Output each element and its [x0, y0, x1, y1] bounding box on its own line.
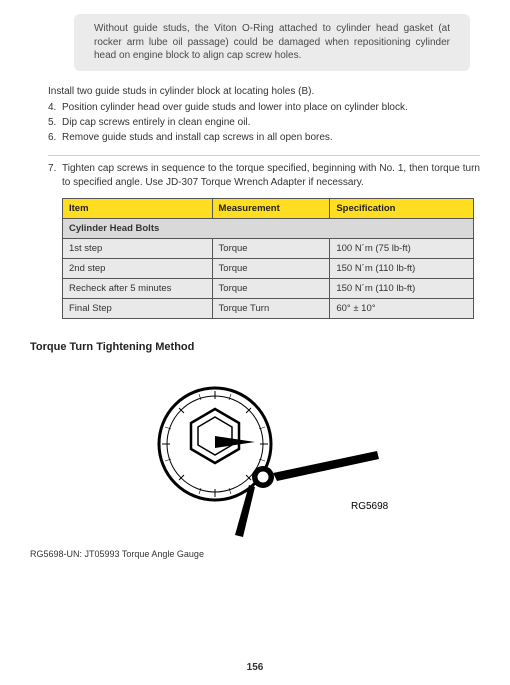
section-heading: Torque Turn Tightening Method	[30, 341, 480, 353]
caution-note: Without guide studs, the Viton O-Ring at…	[74, 14, 470, 71]
table-section-row: Cylinder Head Bolts	[63, 218, 474, 238]
step-number: 6.	[48, 131, 62, 145]
cell: Recheck after 5 minutes	[63, 278, 213, 298]
table-row: 1st step Torque 100 N´m (75 lb-ft)	[63, 238, 474, 258]
list-item: 7. Tighten cap screws in sequence to the…	[48, 162, 480, 190]
intro-paragraph: Install two guide studs in cylinder bloc…	[48, 85, 480, 99]
step-text: Dip cap screws entirely in clean engine …	[62, 116, 250, 130]
cell: Torque	[212, 258, 330, 278]
step-number: 5.	[48, 116, 62, 130]
list-item: 4. Position cylinder head over guide stu…	[48, 101, 480, 115]
cell: Torque Turn	[212, 298, 330, 318]
note-text: Without guide studs, the Viton O-Ring at…	[94, 23, 450, 61]
list-item: 6. Remove guide studs and install cap sc…	[48, 131, 480, 145]
cell: 100 N´m (75 lb-ft)	[330, 238, 474, 258]
spec-table: Item Measurement Specification Cylinder …	[62, 198, 474, 319]
cell: 60° ± 10°	[330, 298, 474, 318]
cell: 150 N´m (110 lb-ft)	[330, 258, 474, 278]
cell: 2nd step	[63, 258, 213, 278]
table-row: Recheck after 5 minutes Torque 150 N´m (…	[63, 278, 474, 298]
table-row: 2nd step Torque 150 N´m (110 lb-ft)	[63, 258, 474, 278]
cell: 150 N´m (110 lb-ft)	[330, 278, 474, 298]
table-header-row: Item Measurement Specification	[63, 198, 474, 218]
torque-gauge-icon: RG5698	[105, 369, 405, 539]
figure: RG5698 RG5698-UN: JT05993 Torque Angle G…	[30, 369, 480, 559]
step-text: Tighten cap screws in sequence to the to…	[62, 162, 480, 190]
steps-list: 4. Position cylinder head over guide stu…	[48, 101, 480, 145]
figure-label: RG5698	[351, 501, 389, 512]
list-item: 5. Dip cap screws entirely in clean engi…	[48, 116, 480, 130]
intro-text: Install two guide studs in cylinder bloc…	[48, 86, 314, 97]
step-number: 4.	[48, 101, 62, 115]
cell: Torque	[212, 278, 330, 298]
cell: Final Step	[63, 298, 213, 318]
cell: Torque	[212, 238, 330, 258]
step-number: 7.	[48, 162, 62, 190]
page-number: 156	[0, 662, 510, 673]
figure-caption: RG5698-UN: JT05993 Torque Angle Gauge	[30, 549, 480, 559]
col-header: Measurement	[212, 198, 330, 218]
table-row: Final Step Torque Turn 60° ± 10°	[63, 298, 474, 318]
col-header: Item	[63, 198, 213, 218]
step-text: Position cylinder head over guide studs …	[62, 101, 408, 115]
col-header: Specification	[330, 198, 474, 218]
section-cell: Cylinder Head Bolts	[63, 218, 474, 238]
step-text: Remove guide studs and install cap screw…	[62, 131, 333, 145]
cell: 1st step	[63, 238, 213, 258]
divider	[48, 155, 480, 156]
